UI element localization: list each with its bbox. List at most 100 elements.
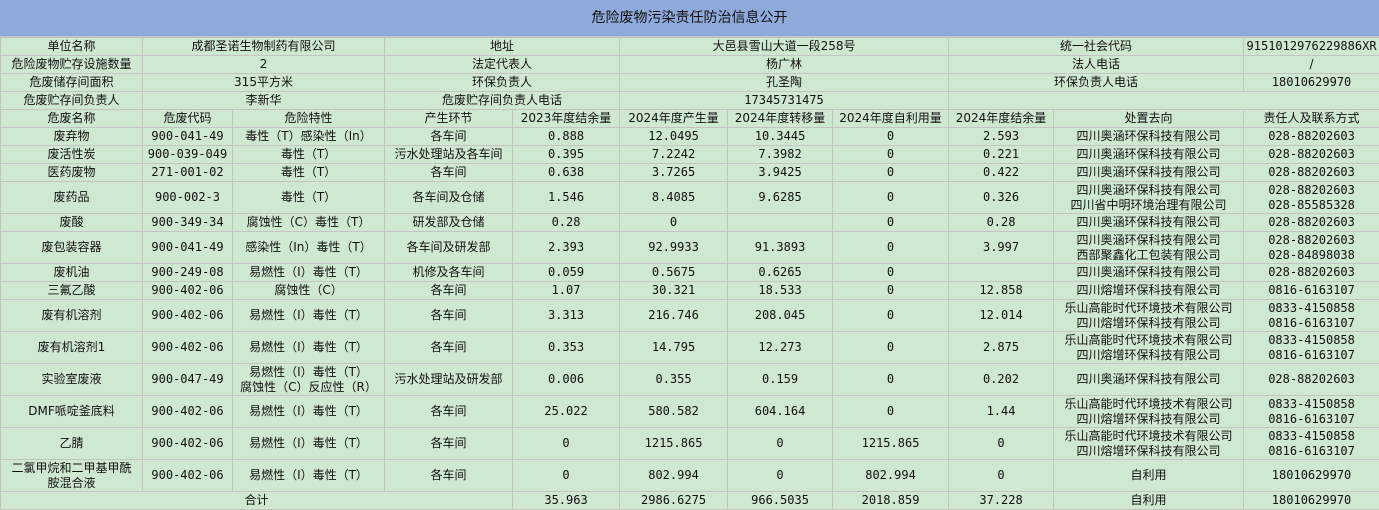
cell-contact[interactable]: 028-88202603 [1243, 213, 1379, 232]
cell-name[interactable]: 乙腈 [0, 427, 143, 460]
cell-src[interactable]: 研发部及仓储 [384, 213, 514, 232]
cell-prop[interactable]: 毒性（T） [231, 163, 386, 182]
cell-gen[interactable]: 3.7265 [619, 163, 729, 182]
column-header[interactable]: 危废名称 [0, 109, 143, 128]
cell-b24[interactable]: 0.422 [948, 163, 1055, 182]
cell-prop[interactable]: 易燃性（I）毒性（T） [231, 459, 386, 492]
cell-contact[interactable]: 028-88202603 028-84898038 [1243, 231, 1379, 264]
cell-prop[interactable]: 腐蚀性（C）毒性（T） [231, 213, 386, 232]
cell-name[interactable]: 医药废物 [0, 163, 143, 182]
cell-name[interactable]: DMF哌啶釜底料 [0, 395, 143, 428]
cell-self[interactable]: 0 [832, 281, 950, 300]
cell-b24[interactable]: 0.326 [948, 181, 1055, 214]
keeper-label[interactable]: 危废贮存间负责人 [0, 91, 143, 110]
cell-name[interactable]: 废包装容器 [0, 231, 143, 264]
cell-contact[interactable]: 028-88202603 [1243, 163, 1379, 182]
cell-self[interactable]: 0 [832, 263, 950, 282]
cell-dest[interactable]: 自利用 [1053, 459, 1245, 492]
cell-contact[interactable]: 028-88202603 [1243, 127, 1379, 146]
cell-b24[interactable]: 0 [948, 427, 1055, 460]
cell-contact[interactable]: 0816-6163107 [1243, 281, 1379, 300]
cell-dest[interactable]: 乐山高能时代环境技术有限公司 四川熔增环保科技有限公司 [1053, 299, 1245, 332]
env-phone-label[interactable]: 环保负责人电话 [948, 73, 1245, 92]
cell-name[interactable]: 废活性炭 [0, 145, 143, 164]
cell-trans[interactable]: 0.159 [727, 363, 834, 396]
cell-trans[interactable]: 208.045 [727, 299, 834, 332]
cell-self[interactable]: 0 [832, 145, 950, 164]
cell-code[interactable]: 900-349-34 [142, 213, 233, 232]
keeper-phone-label[interactable]: 危废贮存间负责人电话 [384, 91, 621, 110]
cell-self[interactable]: 0 [832, 127, 950, 146]
cell-trans[interactable]: 91.3893 [727, 231, 834, 264]
cell-dest[interactable]: 四川奥涵环保科技有限公司 [1053, 363, 1245, 396]
cell-code[interactable]: 900-039-049 [142, 145, 233, 164]
cell-trans[interactable]: 0 [727, 459, 834, 492]
cell-src[interactable]: 各车间及仓储 [384, 181, 514, 214]
cell-b24[interactable]: 2.875 [948, 331, 1055, 364]
cell-dest[interactable]: 乐山高能时代环境技术有限公司 四川熔增环保科技有限公司 [1053, 331, 1245, 364]
cell-gen[interactable]: 92.9933 [619, 231, 729, 264]
cell-gen[interactable]: 12.0495 [619, 127, 729, 146]
cell-b23[interactable]: 0.353 [512, 331, 621, 364]
cell-self[interactable]: 0 [832, 363, 950, 396]
total-b23[interactable]: 35.963 [512, 491, 621, 510]
total-contact[interactable]: 18010629970 [1243, 491, 1379, 510]
cell-code[interactable]: 900-402-06 [142, 427, 233, 460]
total-dest[interactable]: 自利用 [1053, 491, 1245, 510]
cell-self[interactable]: 1215.865 [832, 427, 950, 460]
cell-contact[interactable]: 18010629970 [1243, 459, 1379, 492]
legal-phone-value[interactable]: / [1243, 55, 1379, 74]
cell-b24[interactable]: 12.014 [948, 299, 1055, 332]
cell-code[interactable]: 900-047-49 [142, 363, 233, 396]
cell-contact[interactable]: 028-88202603 [1243, 363, 1379, 396]
unit-value[interactable]: 成都圣诺生物制药有限公司 [141, 37, 386, 56]
cell-trans[interactable]: 3.9425 [727, 163, 834, 182]
cell-src[interactable]: 各车间 [384, 331, 514, 364]
cell-dest[interactable]: 乐山高能时代环境技术有限公司 四川熔增环保科技有限公司 [1053, 427, 1245, 460]
cell-b24[interactable]: 0 [948, 459, 1055, 492]
cell-self[interactable]: 0 [832, 213, 950, 232]
cell-b24[interactable]: 12.858 [948, 281, 1055, 300]
cell-name[interactable]: 三氟乙酸 [0, 281, 143, 300]
area-label[interactable]: 危废储存间面积 [0, 73, 143, 92]
cell-prop[interactable]: 腐蚀性（C） [231, 281, 386, 300]
cell-prop[interactable]: 易燃性（I）毒性（T） [231, 331, 386, 364]
cell-src[interactable]: 各车间 [384, 395, 514, 428]
addr-label[interactable]: 地址 [384, 37, 621, 56]
keeper-phone-value[interactable]: 17345731475 [619, 91, 950, 110]
cell-trans[interactable]: 0.6265 [727, 263, 834, 282]
cell-dest[interactable]: 四川奥涵环保科技有限公司 西部聚鑫化工包装有限公司 [1053, 231, 1245, 264]
cell-dest[interactable]: 四川奥涵环保科技有限公司 [1053, 127, 1245, 146]
cell-prop[interactable]: 易燃性（I）毒性（T） [231, 263, 386, 282]
column-header[interactable]: 2023年度结余量 [512, 109, 621, 128]
facility-value[interactable]: 2 [141, 55, 386, 74]
cell-dest[interactable]: 四川熔增环保科技有限公司 [1053, 281, 1245, 300]
cell-contact[interactable]: 028-88202603 [1243, 145, 1379, 164]
cell-self[interactable]: 0 [832, 395, 950, 428]
cell-dest[interactable]: 乐山高能时代环境技术有限公司 四川熔增环保科技有限公司 [1053, 395, 1245, 428]
keeper-value[interactable]: 李新华 [141, 91, 386, 110]
cell-code[interactable]: 900-402-06 [142, 459, 233, 492]
cell-b24[interactable]: 0.202 [948, 363, 1055, 396]
cell-self[interactable]: 0 [832, 181, 950, 214]
cell-code[interactable]: 900-041-49 [142, 231, 233, 264]
cell-b23[interactable]: 2.393 [512, 231, 621, 264]
cell-b23[interactable]: 0 [512, 427, 621, 460]
cell-self[interactable]: 802.994 [832, 459, 950, 492]
cell-dest[interactable]: 四川奥涵环保科技有限公司 [1053, 145, 1245, 164]
total-b24[interactable]: 37.228 [948, 491, 1055, 510]
cell-gen[interactable]: 7.2242 [619, 145, 729, 164]
cell-name[interactable]: 废有机溶剂 [0, 299, 143, 332]
cell-gen[interactable]: 0.355 [619, 363, 729, 396]
unit-label[interactable]: 单位名称 [0, 37, 143, 56]
cell-trans[interactable]: 18.533 [727, 281, 834, 300]
addr-value[interactable]: 大邑县雪山大道一段258号 [619, 37, 950, 56]
cell-src[interactable]: 各车间 [384, 281, 514, 300]
cell-gen[interactable]: 14.795 [619, 331, 729, 364]
cell-name[interactable]: 实验室废液 [0, 363, 143, 396]
cell-dest[interactable]: 四川奥涵环保科技有限公司 [1053, 163, 1245, 182]
cell-b24[interactable]: 0.221 [948, 145, 1055, 164]
cell-b24[interactable]: 1.44 [948, 395, 1055, 428]
cell-b23[interactable]: 0.638 [512, 163, 621, 182]
cell-contact[interactable]: 0833-4150858 0816-6163107 [1243, 427, 1379, 460]
